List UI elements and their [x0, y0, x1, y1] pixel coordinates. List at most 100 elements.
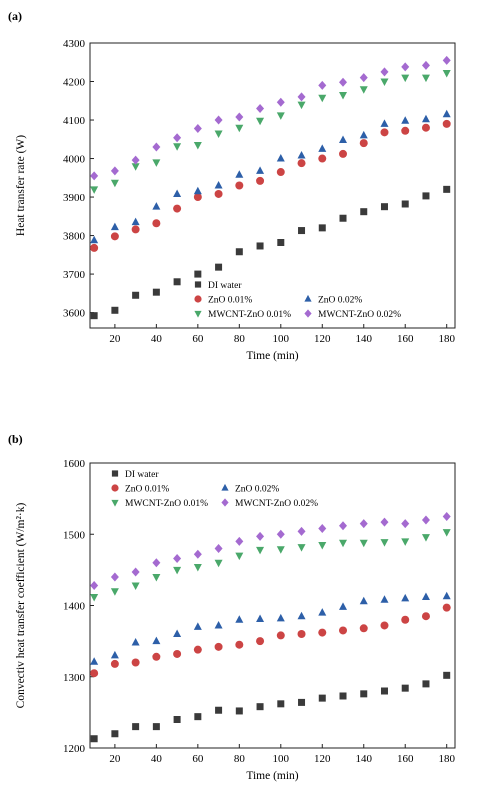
data-point — [442, 109, 451, 118]
data-point — [359, 130, 368, 139]
data-point — [215, 263, 223, 271]
legend-label: MWCNT-ZnO 0.01% — [208, 310, 291, 320]
data-point — [193, 124, 202, 133]
data-point — [90, 581, 99, 591]
data-point — [152, 159, 161, 167]
data-point — [339, 692, 347, 700]
data-point — [339, 77, 348, 87]
y-tick-label: 4200 — [63, 77, 86, 89]
data-series — [90, 185, 451, 320]
data-point — [235, 248, 243, 256]
data-point — [442, 591, 451, 600]
data-point — [173, 716, 181, 723]
chart-panel-a: (a) 20 40 60 80 100 120 140 160 180 3600 3700 3800 39… — [8, 9, 456, 362]
data-point — [442, 529, 451, 537]
data-point — [360, 208, 368, 216]
legend-marker — [194, 310, 202, 318]
data-point — [359, 519, 368, 529]
data-point — [131, 658, 140, 667]
data-point — [214, 620, 223, 629]
data-point — [90, 186, 99, 194]
data-point — [380, 119, 389, 127]
data-point — [401, 538, 410, 546]
legend-marker — [221, 483, 229, 491]
data-point — [318, 608, 327, 616]
x-tick-label: 120 — [314, 753, 331, 765]
data-point — [277, 700, 285, 708]
data-point — [422, 192, 430, 200]
data-point — [131, 567, 140, 577]
plot-frame — [89, 42, 456, 329]
panel-label: (b) — [8, 432, 23, 446]
legend-label: MWCNT-ZnO 0.02% — [318, 310, 401, 320]
data-point — [110, 572, 119, 582]
y-tick-label: 1300 — [63, 672, 86, 684]
x-tick-label: 20 — [109, 753, 121, 765]
legend-marker — [111, 470, 119, 477]
x-tick-label: 160 — [397, 333, 414, 345]
data-series — [90, 591, 451, 665]
x-tick-label: 60 — [192, 753, 204, 765]
data-point — [421, 612, 430, 621]
data-point — [297, 630, 306, 638]
data-point — [152, 723, 160, 731]
data-point — [235, 707, 243, 715]
data-point — [90, 312, 98, 320]
data-point — [380, 78, 389, 87]
data-point — [256, 614, 265, 623]
data-point — [235, 124, 244, 133]
legend-marker — [194, 295, 202, 303]
data-point — [194, 270, 202, 278]
data-point — [339, 539, 348, 548]
data-point — [421, 123, 430, 132]
data-point — [235, 112, 244, 122]
data-point — [359, 539, 368, 548]
data-series — [90, 70, 451, 194]
data-point — [235, 552, 244, 561]
data-point — [173, 649, 182, 658]
data-point — [276, 97, 285, 107]
data-point — [421, 534, 430, 542]
y-tick-label: 3600 — [63, 308, 86, 320]
data-point — [443, 185, 451, 193]
x-axis-label: Time (min) — [246, 770, 298, 782]
data-point — [193, 186, 202, 195]
data-point — [214, 544, 223, 553]
y-tick-label: 4000 — [63, 154, 86, 166]
data-point — [421, 592, 430, 600]
data-point — [131, 163, 140, 171]
data-point — [235, 536, 244, 546]
x-tick-label: 80 — [234, 753, 246, 765]
data-point — [111, 306, 119, 314]
data-point — [214, 181, 223, 189]
y-tick-label: 1200 — [63, 743, 86, 755]
x-tick-label: 140 — [356, 333, 373, 345]
data-point — [132, 291, 140, 299]
data-point — [276, 168, 285, 177]
data-series — [90, 529, 451, 602]
data-point — [90, 657, 99, 665]
data-point — [401, 200, 409, 208]
data-point — [276, 112, 285, 120]
data-point — [256, 703, 264, 711]
data-point — [193, 142, 202, 150]
data-point — [131, 225, 140, 234]
data-point — [359, 86, 368, 94]
legend: DI water ZnO 0.01% ZnO 0.02% MWCNT-ZnO 0.01… — [111, 470, 318, 509]
data-point — [401, 62, 410, 72]
data-point — [235, 170, 244, 178]
data-point — [111, 730, 119, 738]
data-point — [297, 526, 306, 536]
legend-marker — [194, 281, 202, 288]
data-point — [214, 559, 223, 568]
y-tick-label: 4300 — [63, 38, 86, 50]
data-point — [442, 511, 451, 521]
legend: DI water ZnO 0.01% ZnO 0.02% MWCNT-ZnO 0.01… — [194, 281, 401, 320]
x-tick-label: 180 — [438, 753, 455, 765]
data-point — [359, 139, 368, 148]
data-point — [110, 222, 119, 231]
data-point — [193, 645, 202, 654]
data-point — [173, 143, 182, 151]
data-point — [173, 629, 182, 637]
